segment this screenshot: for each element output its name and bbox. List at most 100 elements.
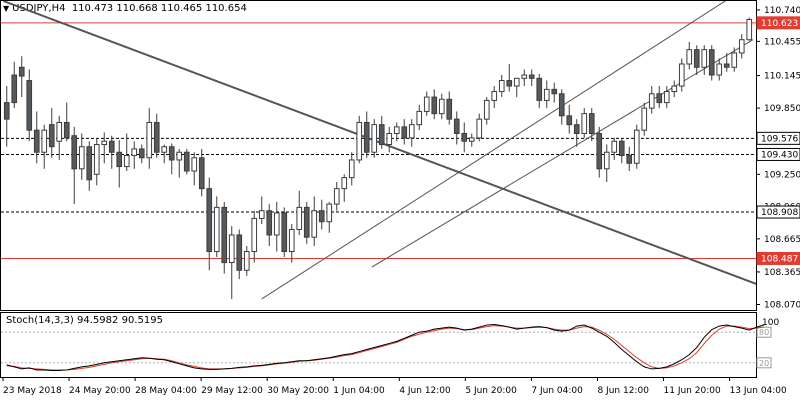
candle-body xyxy=(333,188,340,205)
candle-body xyxy=(183,151,190,172)
candle-body xyxy=(476,118,483,139)
candle-body xyxy=(71,135,78,170)
time-axis-label: 23 May 2018 xyxy=(3,386,62,396)
time-axis-label: 28 May 04:00 xyxy=(135,386,197,396)
candle-body xyxy=(243,251,250,271)
candle-body xyxy=(671,85,678,93)
candle-body xyxy=(161,146,168,153)
candle-body xyxy=(221,206,228,264)
candle-body xyxy=(663,91,670,104)
candle-body xyxy=(348,159,355,179)
candle-body xyxy=(86,146,93,181)
candle-body xyxy=(521,74,528,79)
candle-body xyxy=(701,49,708,68)
candle-body xyxy=(56,121,63,142)
candle-body xyxy=(656,93,663,104)
caret-down-icon: ▼ xyxy=(3,4,10,13)
candle-body xyxy=(543,88,550,101)
time-axis-label: 24 May 20:00 xyxy=(69,386,131,396)
stoch-axis-label: 100 xyxy=(762,318,779,328)
candle-body xyxy=(611,140,618,153)
trendline xyxy=(3,1,756,285)
stoch-axis-label: 80 xyxy=(759,328,769,337)
time-axis-label: 1 Jun 04:00 xyxy=(333,386,385,396)
candle-body xyxy=(341,177,348,190)
level-price-label: 108.908 xyxy=(761,208,798,218)
candle-body xyxy=(48,124,55,148)
candle-body xyxy=(78,146,85,170)
level-price-box xyxy=(756,131,800,145)
candle-body xyxy=(506,80,513,87)
candle-body xyxy=(618,140,625,157)
price-axis-label: 108.365 xyxy=(764,268,800,278)
candle-body xyxy=(198,157,205,190)
time-axis-label: 29 May 12:00 xyxy=(201,386,263,396)
stoch-signal-value: 90.5195 xyxy=(121,315,163,326)
candle-body xyxy=(93,144,100,175)
ohlc-close: 110.654 xyxy=(205,3,247,14)
candle-body xyxy=(116,151,123,168)
candle-body xyxy=(446,98,453,120)
candle-body xyxy=(603,151,610,170)
price-axis-label: 110.455 xyxy=(764,37,800,47)
candle-body xyxy=(648,93,655,109)
stoch-axis-label: 20 xyxy=(759,359,769,368)
level-price-box xyxy=(756,251,800,265)
time-axis-label: 4 Jun 12:00 xyxy=(399,386,451,396)
candle-body xyxy=(33,129,40,153)
candle-body xyxy=(738,39,745,54)
level-price-box xyxy=(756,16,800,30)
candle-body xyxy=(266,210,273,236)
candle-body xyxy=(716,63,723,76)
symbol-label: USDJPY,H4 xyxy=(12,3,66,14)
candle-body xyxy=(513,77,520,87)
price-axis-label: 110.740 xyxy=(764,6,800,16)
candle-body xyxy=(686,49,693,65)
candle-body xyxy=(288,228,295,253)
candle-body xyxy=(566,115,573,126)
trendline xyxy=(261,1,727,300)
stoch-title-bar: Stoch(14,3,3) 94.5982 90.5195 xyxy=(6,315,163,326)
candle-body xyxy=(363,121,370,153)
stoch-label: Stoch(14,3,3) xyxy=(6,315,74,326)
level-price-label: 108.487 xyxy=(761,254,798,264)
candle-body xyxy=(423,96,430,112)
candle-body xyxy=(318,210,325,223)
candle-body xyxy=(138,148,145,159)
candle-body xyxy=(596,132,603,170)
candle-body xyxy=(296,206,303,230)
candle-body xyxy=(108,140,115,153)
ohlc-low: 110.465 xyxy=(160,3,203,14)
candle-body xyxy=(101,140,108,146)
candle-body xyxy=(26,80,33,131)
time-axis-label: 7 Jun 04:00 xyxy=(531,386,583,396)
price-panel-frame xyxy=(0,0,757,311)
time-axis-label: 8 Jun 12:00 xyxy=(597,386,649,396)
candle-body xyxy=(393,126,400,134)
candle-body xyxy=(678,63,685,87)
candle-body xyxy=(626,155,633,164)
candle-body xyxy=(498,80,505,93)
level-price-label: 109.430 xyxy=(761,150,798,160)
stoch-main-value: 94.5982 xyxy=(77,315,119,326)
level-price-label: 110.623 xyxy=(761,19,798,29)
candle-body xyxy=(693,49,700,68)
candle-body xyxy=(18,66,25,77)
candle-body xyxy=(453,118,460,134)
candle-body xyxy=(251,217,258,253)
price-axis-label: 109.850 xyxy=(764,104,800,114)
candle-body xyxy=(438,98,445,115)
candle-body xyxy=(483,99,490,120)
candle-body xyxy=(528,74,535,79)
stoch-series-line xyxy=(6,325,765,371)
price-axis-label: 109.250 xyxy=(764,170,800,180)
candle-body xyxy=(408,124,415,139)
time-axis-label: 5 Jun 20:00 xyxy=(465,386,517,396)
chart-title-bar: ▼ USDJPY,H4 110.473 110.668 110.465 110.6… xyxy=(3,3,247,14)
candle-body xyxy=(378,124,385,146)
candle-body xyxy=(468,137,475,142)
candle-body xyxy=(176,151,183,161)
candle-body xyxy=(11,74,18,104)
candle-body xyxy=(41,129,48,153)
